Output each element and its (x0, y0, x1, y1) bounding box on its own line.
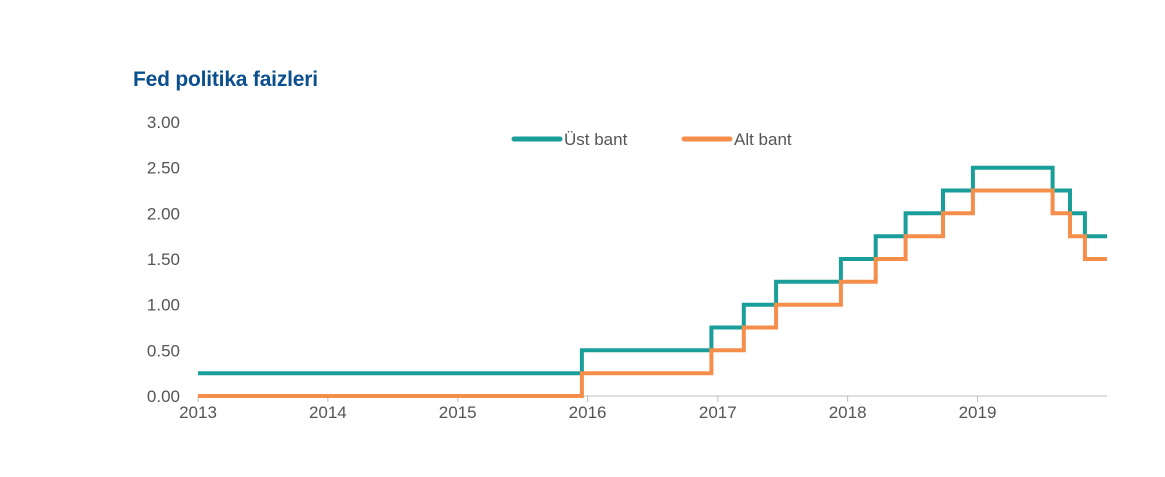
x-tick-label: 2017 (699, 403, 737, 422)
x-axis: 2013 2014 2015 2016 2017 2018 2019 (179, 395, 1107, 422)
y-tick-label: 2.50 (147, 159, 180, 178)
x-tick-label: 2013 (179, 403, 217, 422)
chart-title: Fed politika faizleri (133, 68, 318, 91)
y-tick-label: 2.00 (147, 204, 180, 223)
x-tick-label: 2019 (959, 403, 997, 422)
x-tick-label: 2015 (439, 403, 477, 422)
y-tick-label: 1.00 (147, 296, 180, 315)
y-tick-label: 3.00 (147, 113, 180, 132)
legend-label: Üst bant (564, 130, 628, 149)
series-line-0 (198, 165, 1107, 376)
x-tick-label: 2018 (829, 403, 867, 422)
y-tick-label: 1.50 (147, 250, 180, 269)
series-line-1 (198, 188, 1107, 398)
legend: Üst bant Alt bant (511, 130, 792, 149)
legend-label: Alt bant (734, 130, 792, 149)
y-axis-ticks: 0.00 0.50 1.00 1.50 2.00 2.50 3.00 (147, 113, 180, 406)
x-tick-label: 2014 (309, 403, 347, 422)
x-tick-label: 2016 (569, 403, 607, 422)
series-lines (198, 165, 1107, 398)
y-tick-label: 0.00 (147, 387, 180, 406)
y-tick-label: 0.50 (147, 341, 180, 360)
